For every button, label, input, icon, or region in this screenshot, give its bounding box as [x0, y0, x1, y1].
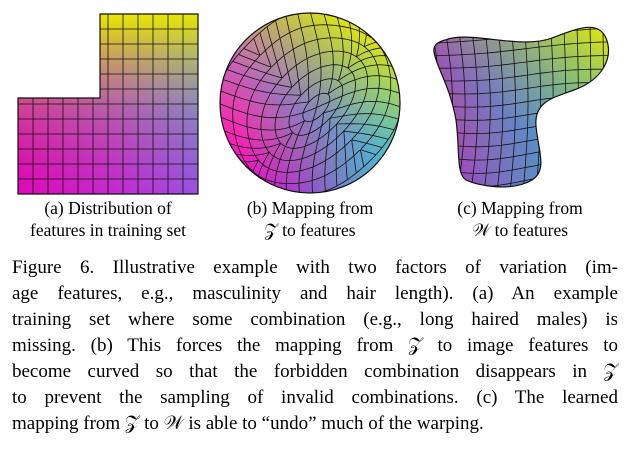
panel-a-caption-line2: features in training set: [30, 220, 186, 240]
panel-a-caption-line1: (a) Distribution of: [44, 198, 172, 218]
figure-caption: Figure 6. Illustrative example with two …: [12, 255, 618, 437]
grid-line: [324, 13, 344, 192]
caption-line: mapping from 𝒵 to 𝒲 is able to “undo” mu…: [12, 413, 484, 434]
grid-line: [335, 16, 356, 186]
caption-line: age features, e.g., masculinity and hair…: [12, 283, 618, 304]
caption-line: Figure 6. Illustrative example with two …: [12, 257, 618, 278]
grid-line: [343, 19, 368, 180]
figure-6: [17, 0, 616, 195]
panel-a-caption: (a) Distribution of features in training…: [2, 197, 214, 241]
caption-line: to prevent the sampling of invalid combi…: [12, 387, 618, 408]
panel-c-caption: (c) Mapping from 𝒲 to features: [430, 197, 610, 241]
grid-line: [602, 27, 604, 187]
grid-line: [220, 100, 400, 131]
caption-line: become curved so that the forbidden comb…: [12, 361, 618, 382]
panel-b-caption-line1: (b) Mapping from: [246, 198, 374, 218]
panel-c-caption-line1: (c) Mapping from: [457, 198, 583, 218]
caption-line: missing. (b) This forces the mapping fro…: [12, 335, 618, 356]
grid-line: [430, 0, 616, 18]
panel-b-plot: [219, 12, 401, 194]
grid-line: [220, 87, 400, 119]
grid-line: [236, 149, 377, 184]
grid-line: [221, 113, 399, 141]
grid-line: [311, 13, 334, 193]
grid-line: [351, 23, 380, 174]
grid-line: [224, 123, 395, 149]
grid-line: [232, 139, 383, 173]
panel-b-caption: (b) Mapping from 𝒵 to features: [220, 197, 400, 241]
panel-b-caption-line2: 𝒵 to features: [264, 220, 356, 240]
grid-line: [228, 130, 389, 161]
caption-line: training set where some combination (e.g…: [12, 309, 618, 330]
panel-c-plot: [430, 0, 616, 188]
panel-a-plot: [17, 13, 199, 195]
panel-c-caption-line2: 𝒲 to features: [471, 220, 569, 240]
